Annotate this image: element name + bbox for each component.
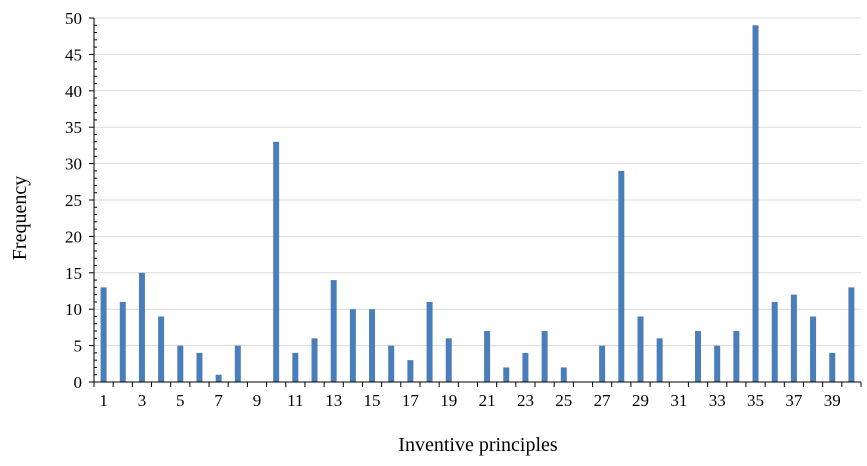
y-tick-labels: 0 5 10 15 20 25 30 35 40 45 50 (65, 9, 82, 392)
bar (388, 345, 395, 382)
bar (848, 287, 855, 382)
x-tick-label: 29 (632, 391, 649, 410)
y-tick-label: 10 (65, 300, 82, 319)
y-tick-label: 40 (65, 82, 82, 101)
y-tick-label: 0 (74, 373, 83, 392)
bar (426, 301, 433, 382)
x-tick-label: 39 (824, 391, 841, 410)
axes (89, 17, 862, 387)
x-tick-label: 37 (785, 391, 803, 410)
x-tick-label: 31 (670, 391, 687, 410)
y-tick-label: 20 (65, 227, 82, 246)
x-tick-label: 33 (709, 391, 726, 410)
bar (541, 331, 548, 382)
x-tick-label: 17 (402, 391, 420, 410)
bar (618, 170, 625, 382)
bar (196, 352, 203, 382)
x-tick-label: 19 (440, 391, 457, 410)
x-axis-title: Inventive principles (398, 434, 558, 456)
bar (407, 360, 414, 382)
x-tick-label: 21 (479, 391, 496, 410)
bar (234, 345, 241, 382)
bar (790, 294, 797, 382)
bar (829, 352, 836, 382)
bar (637, 316, 644, 382)
bar (714, 345, 721, 382)
bar (752, 25, 759, 383)
bars (100, 25, 855, 383)
x-tick-label: 9 (253, 391, 262, 410)
y-tick-label: 35 (65, 118, 82, 137)
x-tick-label: 27 (594, 391, 612, 410)
bar (349, 309, 356, 382)
y-tick-label: 5 (74, 337, 83, 356)
x-tick-label: 3 (138, 391, 147, 410)
x-tick-label: 5 (176, 391, 185, 410)
bar (311, 338, 318, 382)
bar (292, 352, 299, 382)
y-tick-label: 45 (65, 45, 82, 64)
gridlines (94, 17, 861, 347)
y-tick-label: 15 (65, 264, 82, 283)
bar (503, 367, 510, 382)
x-tick-label: 15 (364, 391, 381, 410)
bar (330, 280, 337, 382)
x-tick-label: 11 (287, 391, 303, 410)
x-tick-label: 23 (517, 391, 534, 410)
bar (119, 301, 126, 382)
bar (560, 367, 567, 382)
x-tick-labels: 1 3 5 7 9 11 13 15 17 19 21 23 25 27 29 31 33 35 37 39 (99, 391, 840, 410)
bar (158, 316, 165, 382)
bar (656, 338, 663, 382)
bar (273, 141, 280, 382)
bar (733, 331, 740, 382)
x-tick-label: 1 (99, 391, 108, 410)
bar (445, 338, 452, 382)
bar (771, 301, 778, 382)
bar (695, 331, 702, 382)
x-tick-label: 7 (214, 391, 223, 410)
bar (522, 352, 529, 382)
bar (215, 374, 222, 382)
bar (599, 345, 606, 382)
bar (100, 287, 107, 382)
bar (810, 316, 817, 382)
bar (177, 345, 184, 382)
bar (138, 272, 145, 382)
y-tick-label: 50 (65, 9, 82, 28)
y-tick-label: 30 (65, 155, 82, 174)
bar (484, 331, 491, 382)
x-tick-label: 25 (555, 391, 572, 410)
y-tick-label: 25 (65, 191, 82, 210)
y-axis-title: Frequency (9, 176, 31, 260)
x-tick-label: 35 (747, 391, 764, 410)
bar (369, 309, 376, 382)
x-tick-label: 13 (325, 391, 342, 410)
